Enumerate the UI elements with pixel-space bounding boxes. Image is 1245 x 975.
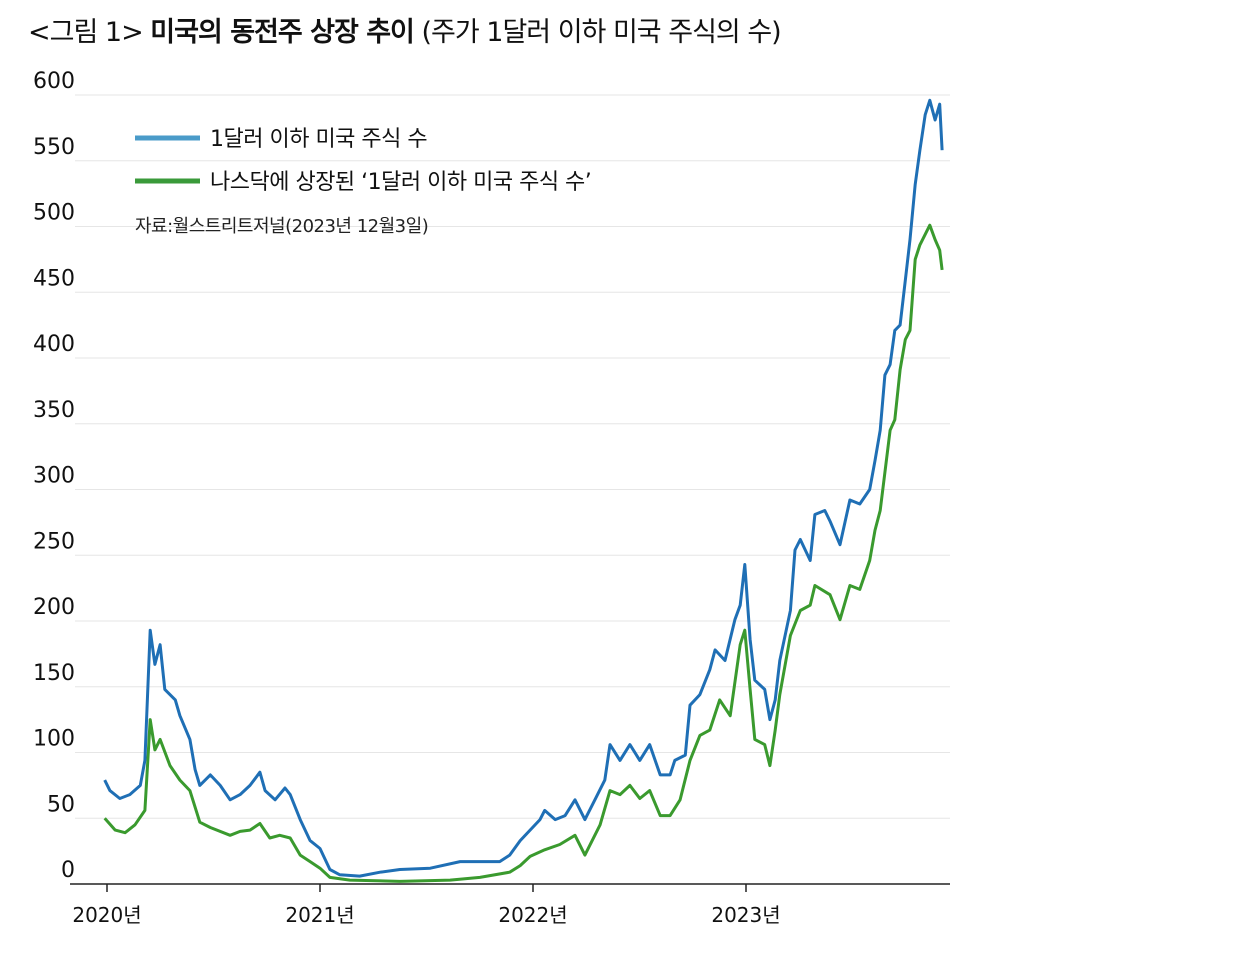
chart-title: <그림 1> 미국의 동전주 상장 추이 (주가 1달러 이하 미국 주식의 수… xyxy=(28,10,782,49)
title-main: 미국의 동전주 상장 추이 xyxy=(150,17,415,48)
x-tick-label: 2021년 xyxy=(285,903,354,927)
y-axis: 0 50 100 150 200 250 300 350 400 450 500 550 600 xyxy=(33,69,75,883)
y-tick-label: 50 xyxy=(47,792,75,817)
gridlines xyxy=(75,94,950,819)
y-tick-label: 200 xyxy=(33,595,75,620)
y-tick-label: 600 xyxy=(33,69,75,94)
series-line xyxy=(103,98,944,878)
y-tick-label: 550 xyxy=(33,135,75,160)
legend-label: 1달러 이하 미국 주식 수 xyxy=(210,127,427,152)
x-axis: 2020년 2021년 2022년 2023년 xyxy=(70,883,950,927)
title-subtitle: (주가 1달러 이하 미국 주식의 수) xyxy=(413,17,781,48)
y-tick-label: 0 xyxy=(61,858,75,883)
legend-label: 나스닥에 상장된 ‘1달러 이하 미국 주식 수’ xyxy=(210,170,591,195)
y-tick-label: 100 xyxy=(33,727,75,752)
figure-number: <그림 1> xyxy=(28,17,151,48)
x-tick-label: 2023년 xyxy=(711,903,780,927)
y-tick-label: 250 xyxy=(33,529,75,554)
series-line xyxy=(103,223,944,883)
source-note: 자료:월스트리트저널(2023년 12월3일) xyxy=(135,216,428,237)
x-tick-label: 2020년 xyxy=(72,903,141,927)
series-lines xyxy=(103,98,944,883)
y-tick-label: 350 xyxy=(33,398,75,423)
y-tick-label: 450 xyxy=(33,266,75,291)
y-tick-label: 500 xyxy=(33,201,75,226)
y-tick-label: 150 xyxy=(33,661,75,686)
y-tick-label: 400 xyxy=(33,332,75,357)
x-tick-label: 2022년 xyxy=(498,903,567,927)
y-tick-label: 300 xyxy=(33,464,75,489)
